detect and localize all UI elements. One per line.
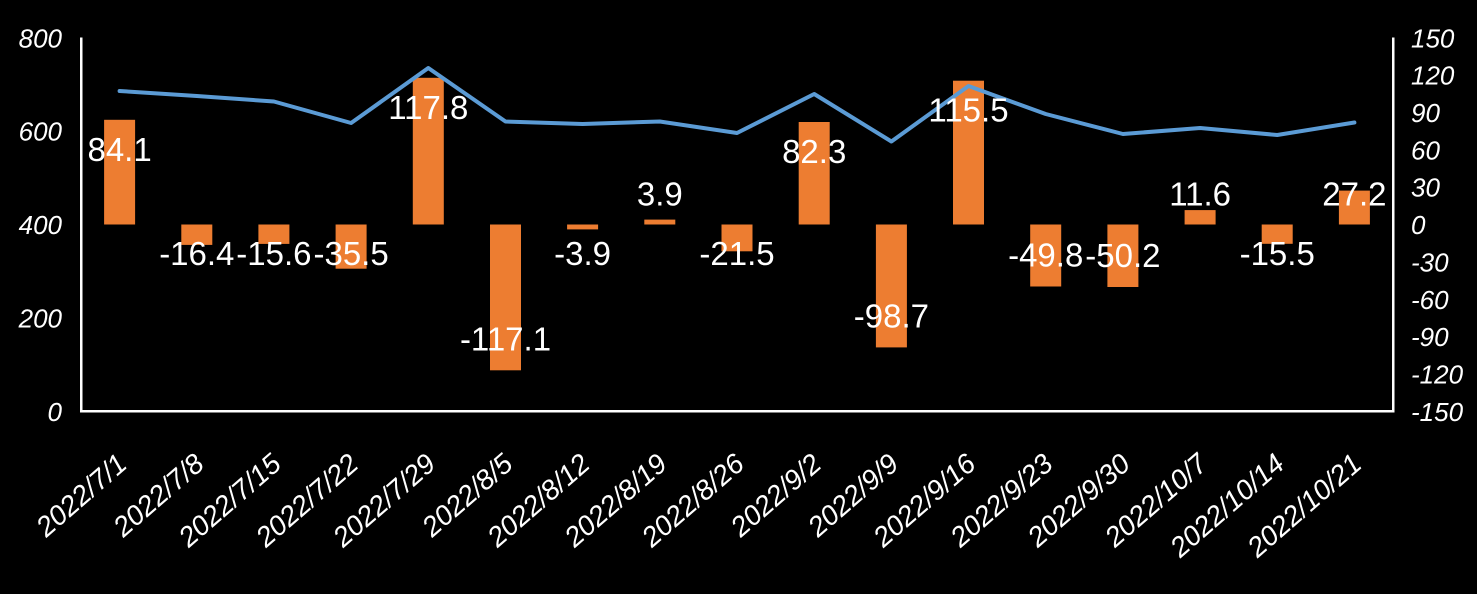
svg-text:-16.4: -16.4	[159, 235, 234, 272]
svg-text:600: 600	[19, 117, 63, 147]
svg-text:400: 400	[19, 210, 63, 240]
svg-text:3.9: 3.9	[637, 176, 683, 213]
svg-text:117.8: 117.8	[388, 89, 468, 126]
svg-text:-15.6: -15.6	[236, 235, 311, 272]
svg-text:115.5: 115.5	[928, 92, 1008, 129]
svg-text:-98.7: -98.7	[854, 297, 929, 334]
svg-text:-21.5: -21.5	[699, 235, 774, 272]
svg-text:-30: -30	[1411, 247, 1449, 277]
svg-text:800: 800	[19, 23, 63, 53]
svg-text:82.3: 82.3	[782, 133, 846, 170]
svg-text:0: 0	[48, 397, 63, 427]
svg-text:-117.1: -117.1	[460, 320, 551, 357]
svg-text:-3.9: -3.9	[554, 235, 611, 272]
svg-text:-150: -150	[1411, 397, 1464, 427]
svg-text:-60: -60	[1411, 285, 1449, 315]
svg-text:30: 30	[1411, 173, 1440, 203]
svg-text:27.2: 27.2	[1322, 176, 1386, 213]
svg-text:11.6: 11.6	[1169, 176, 1231, 213]
svg-text:90: 90	[1411, 98, 1440, 128]
svg-text:-90: -90	[1411, 322, 1449, 352]
svg-text:0: 0	[1411, 210, 1426, 240]
svg-text:150: 150	[1411, 23, 1455, 53]
svg-text:-120: -120	[1411, 360, 1464, 390]
svg-text:-15.5: -15.5	[1240, 235, 1315, 272]
svg-text:60: 60	[1411, 135, 1440, 165]
svg-text:84.1: 84.1	[87, 131, 151, 168]
svg-text:200: 200	[18, 303, 63, 333]
svg-text:-50.2: -50.2	[1085, 237, 1160, 274]
svg-text:-35.5: -35.5	[313, 235, 388, 272]
svg-text:-49.8: -49.8	[1008, 237, 1083, 274]
svg-text:120: 120	[1411, 61, 1455, 91]
